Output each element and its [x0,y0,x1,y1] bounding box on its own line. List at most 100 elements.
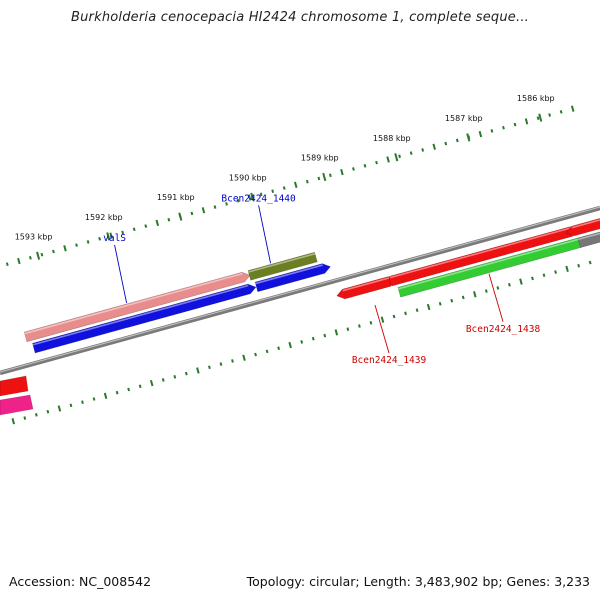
inner-ring-tick [208,365,211,370]
gene-highlight [578,232,600,241]
kbp-tick-label: 1591 kbp [157,193,195,202]
inner-ring-tick [173,374,177,379]
inner-ring-tick [300,340,304,344]
outer-ring-tick [548,113,552,117]
inner-ring-tick [265,349,269,354]
inner-ring-tick [103,392,108,399]
gene-highlight [255,264,323,285]
outer-ring-tick [213,205,217,209]
inner-ring-tick [508,282,511,287]
inner-ring-tick [565,265,569,273]
inner-ring-tick [311,336,315,341]
kbp-tick-mark [250,192,255,201]
outer-ring-tick [282,186,286,190]
inner-ring-tick [438,301,442,306]
gene-strand-pos-b[interactable] [247,251,318,281]
outer-ring-tick [86,240,90,244]
accession-text: Accession: NC_008542 [9,574,152,589]
gene-strand-neg-e[interactable] [577,230,600,248]
gene-highlight [32,284,249,346]
inner-ring-tick [496,286,500,290]
gene-highlight [24,272,243,335]
inner-ring-tick [461,295,465,300]
kbp-tick-mark [322,172,327,182]
gene-highlight [389,227,571,279]
kbp-tick-label: 1592 kbp [85,213,123,222]
inner-ring-tick [138,384,142,389]
inner-ring-tick [81,400,84,404]
inner-ring-tick [242,354,246,361]
inner-ring-tick [231,359,234,363]
gene-label[interactable]: Bcen2424_1439 [352,355,427,366]
backbone [0,205,600,376]
inner-ring-tick [127,387,131,392]
outer-ring-tick [63,245,67,252]
gene-highlight [571,219,600,229]
inner-ring-tick [46,409,50,414]
label-leader-line [374,305,390,354]
outer-ring-tick [17,257,21,265]
inner-ring-tick [115,390,119,395]
inner-ring-tick [426,303,431,311]
outer-ring-tick [559,110,563,114]
inner-ring-tick [323,333,327,338]
outer-ring-tick [478,130,483,138]
outer-ring-tick [570,105,575,112]
gene-strand-pos-a[interactable] [23,271,251,343]
inner-ring-tick [392,314,396,319]
outer-ring-tick [190,211,194,216]
outer-ring-tick [455,138,459,143]
outer-ring-tick [247,194,252,201]
inner-ring-tick [531,276,534,281]
outer-ring-tick [271,189,275,193]
gene-strand-pos-d[interactable] [565,218,600,237]
outer-ring-tick [40,252,44,257]
outer-ring-tick [121,230,125,235]
outer-ring-tick [398,154,402,159]
gene-label[interactable]: Bcen2424_1440 [221,193,296,204]
gene-edge-red[interactable] [0,375,29,397]
inner-ring-tick [577,263,581,268]
label-layer: valS Bcen2424_1440 Bcen2424_1439 Bcen2424_1… [103,193,540,366]
outer-ring-tick [421,148,425,152]
inner-ring-tick [404,311,407,316]
inner-ring-tick [219,362,223,366]
gene-highlight [342,277,390,292]
inner-ring-tick [484,289,488,293]
kbp-tick-label: 1587 kbp [445,114,483,123]
outer-ring-tick [5,262,9,266]
gene-strand-neg-b[interactable] [254,263,331,293]
gene-label[interactable]: valS [103,233,126,244]
outer-ring-tick [225,202,228,206]
inner-ring-tick [415,308,419,312]
outer-ring-tick [386,156,390,163]
inner-ring-tick [519,278,523,285]
gene-strand-neg-a[interactable] [32,283,257,354]
outer-ring-tick [109,232,113,239]
kbp-tick-label: 1589 kbp [301,154,339,163]
outer-ring-tick [155,219,160,227]
outer-ring-tick [444,141,448,146]
inner-ring-tick [196,367,200,374]
inner-ring-tick [369,321,373,325]
inner-ring-tick [542,273,546,278]
inner-ring-tick [358,324,361,328]
outer-ring-tick [28,256,32,260]
inner-ring-tick [346,327,350,331]
outer-ring-tick [305,179,309,184]
inner-ring-tick [34,413,38,417]
kbp-tick-mark [394,153,399,162]
inner-ring-tick [11,418,16,425]
kbp-tick-mark [36,251,41,260]
gene-label[interactable]: Bcen2424_1438 [466,324,541,335]
kbp-tick-label: 1586 kbp [517,94,555,103]
outer-ring-tick [502,125,505,130]
inner-ring-tick [92,397,96,401]
outer-ring-tick [513,122,517,127]
inner-ring-tick [23,416,27,420]
gene-edge-pink[interactable] [0,394,34,416]
outer-ring-tick [294,181,298,188]
outer-ring-tick [363,163,367,168]
gene-strand-neg-c[interactable] [336,276,392,300]
